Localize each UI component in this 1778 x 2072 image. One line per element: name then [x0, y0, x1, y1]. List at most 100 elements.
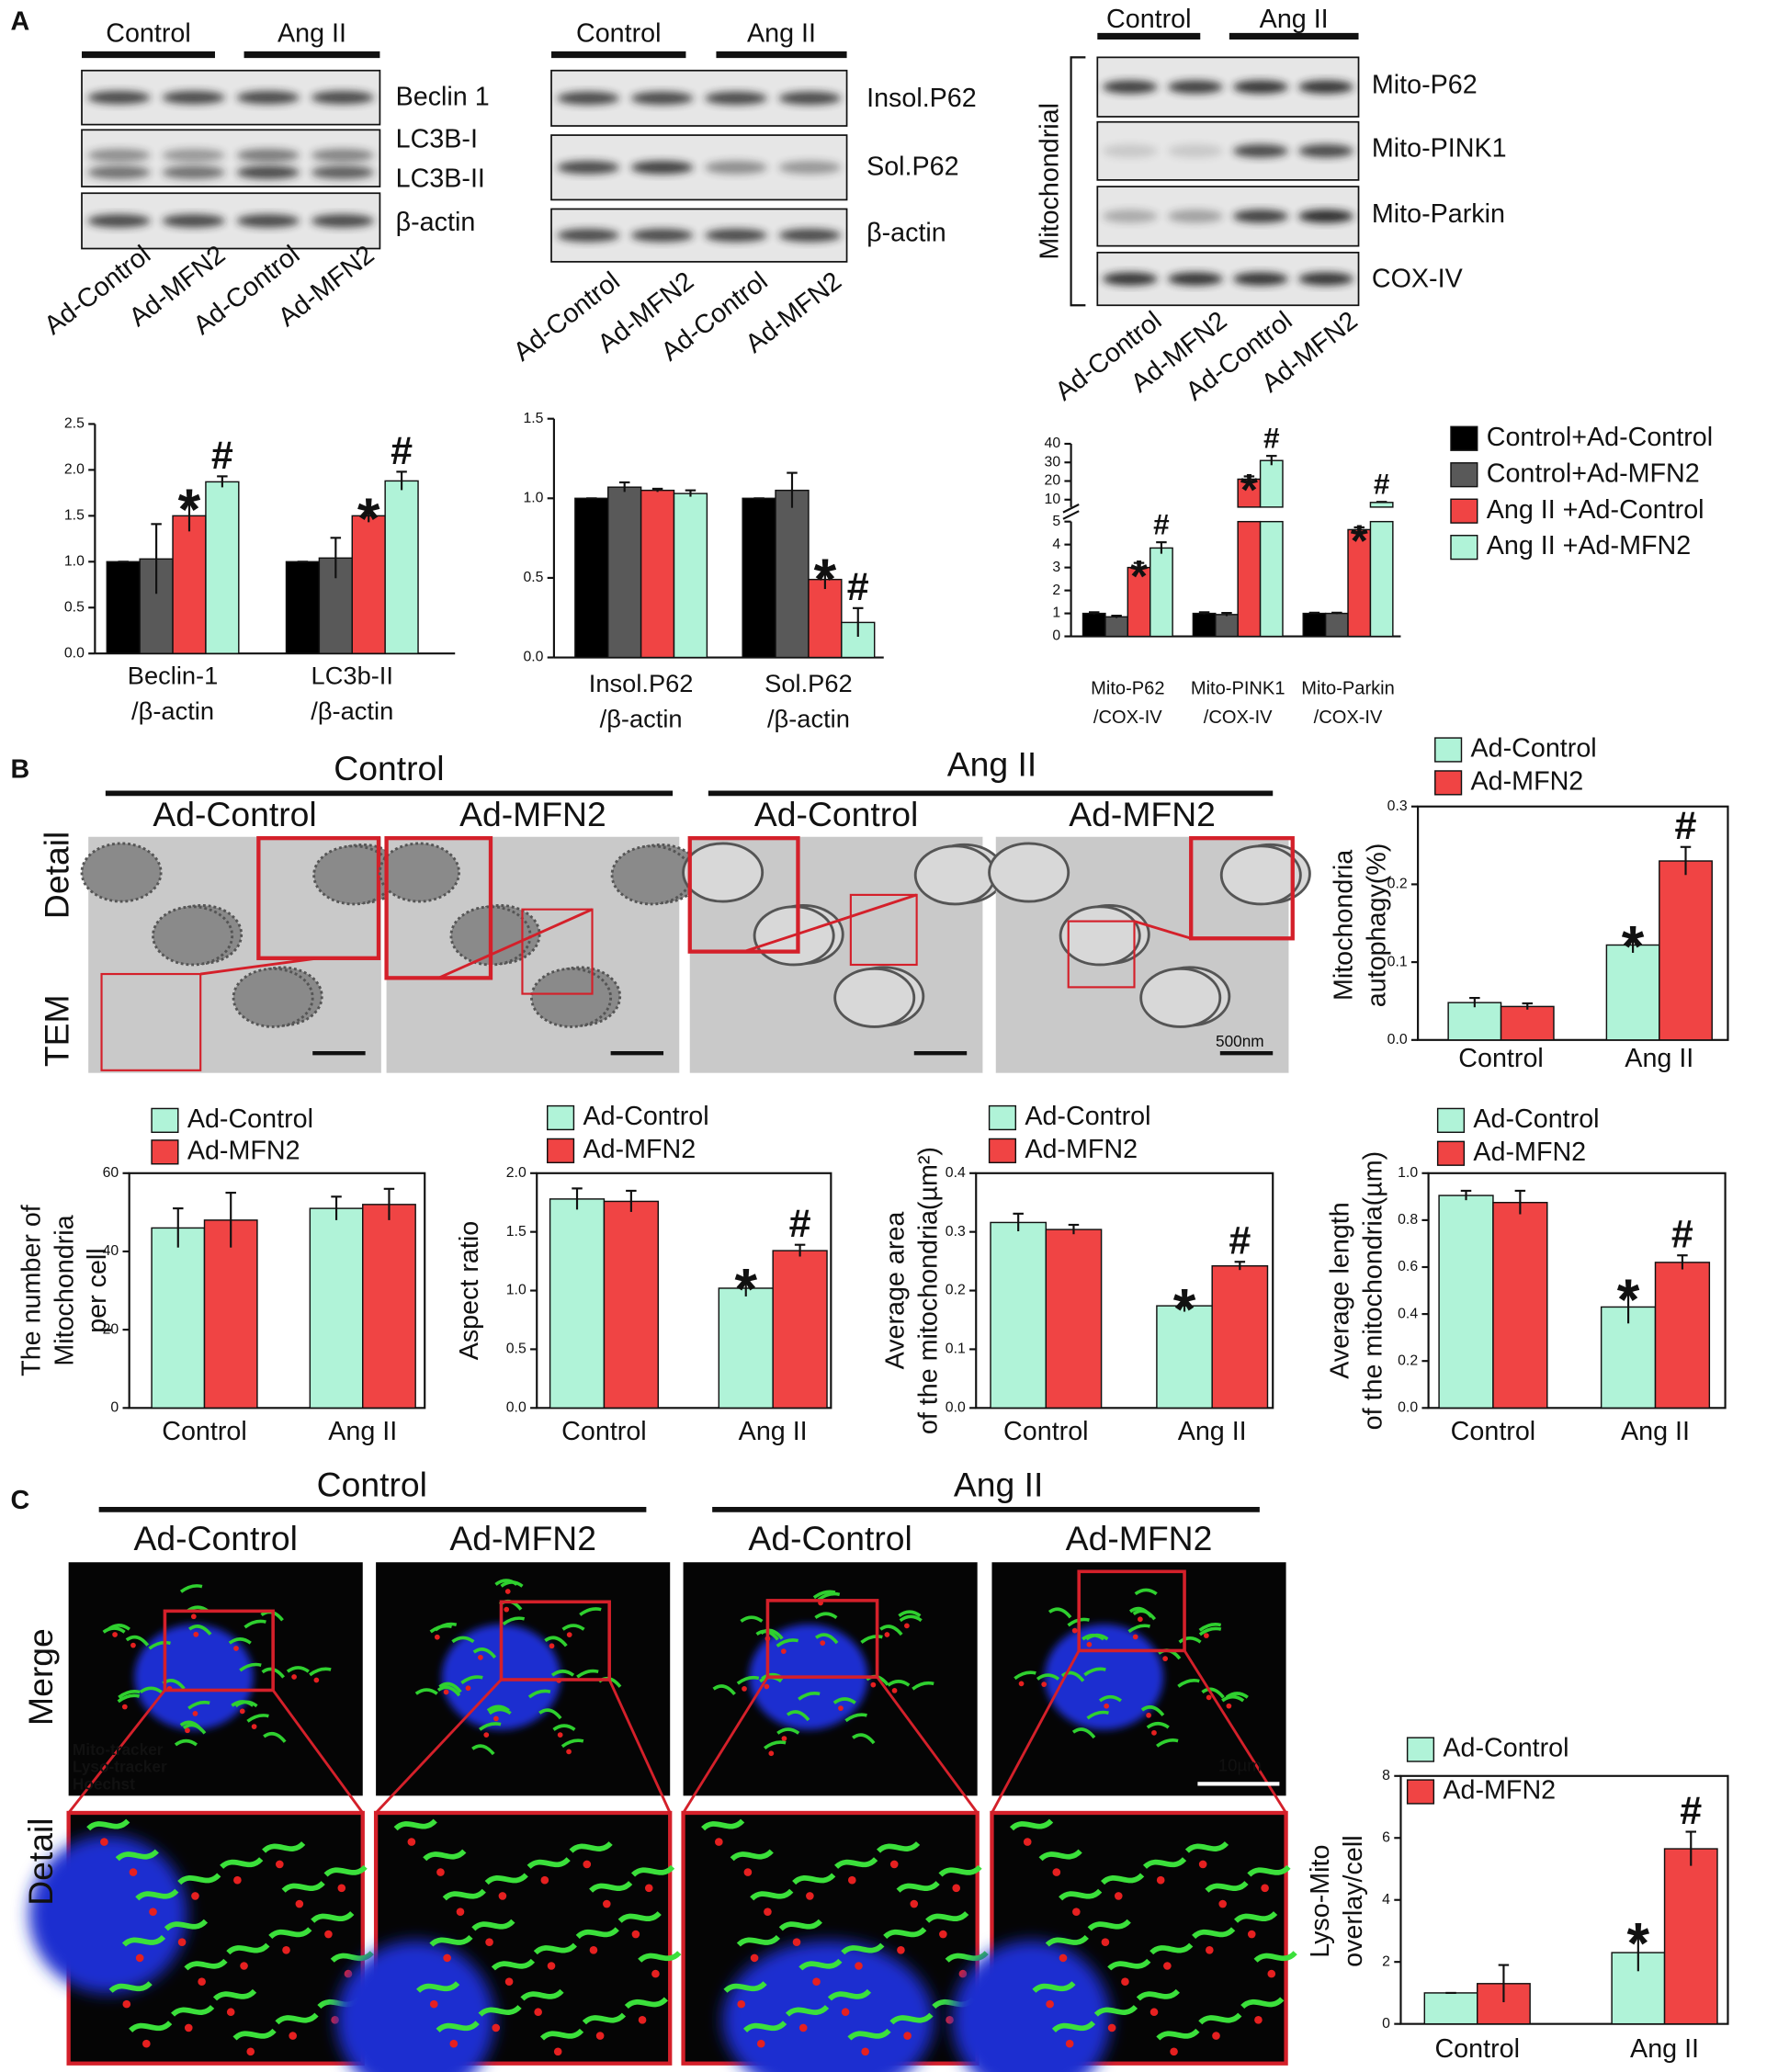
lyso-signal	[838, 1705, 844, 1711]
mito-signal	[876, 1840, 921, 1853]
mito-signal	[1083, 1667, 1106, 1677]
mito-signal	[561, 1624, 585, 1631]
x-tick-label: Ang II	[739, 1417, 808, 1446]
x-tick-label: /β-actin	[311, 696, 393, 725]
lyso-signal	[192, 1711, 198, 1716]
y-tick-label: 0.0	[523, 650, 543, 665]
legend-swatch	[988, 1104, 1017, 1131]
bar	[1211, 1264, 1269, 1410]
zoom-line	[991, 1649, 1081, 1814]
mito-signal	[471, 1744, 495, 1756]
lyso-signal	[889, 1860, 899, 1869]
lyso-signal	[1151, 1729, 1157, 1736]
mito-signal	[1085, 1633, 1109, 1641]
bar	[603, 1200, 660, 1410]
zoom-line	[743, 893, 918, 953]
x-tick-label: Sol.P62	[764, 669, 852, 697]
band	[1102, 144, 1158, 158]
mito-signal	[125, 1635, 150, 1647]
bar	[362, 1204, 416, 1410]
lyso-signal	[540, 1875, 549, 1885]
condition-label: Ad-MFN2	[1069, 795, 1216, 833]
bar	[1149, 547, 1173, 638]
x-tick-label: /β-actin	[767, 705, 850, 733]
lyso-signal	[1267, 1969, 1276, 1978]
mito-signal	[486, 1704, 510, 1713]
mito-signal	[589, 1880, 633, 1893]
lyso-signal	[1254, 2016, 1263, 2024]
y-tick-label: 0.4	[1398, 1306, 1418, 1321]
lyso-signal	[100, 1838, 108, 1846]
band	[162, 90, 225, 105]
mito-signal	[1146, 1721, 1170, 1729]
mito-signal	[1071, 1727, 1096, 1739]
lyso-signal	[958, 1969, 968, 1978]
roi-box	[521, 908, 594, 995]
group-label: Control	[334, 749, 444, 787]
y-tick-label: 0.3	[946, 1224, 966, 1240]
mito-signal	[1060, 1670, 1085, 1682]
mito-signal	[736, 1934, 781, 1947]
lyso-signal	[291, 1674, 297, 1680]
mito-signal	[1192, 1927, 1236, 1940]
legend-swatch	[546, 1138, 575, 1164]
band	[1233, 272, 1288, 286]
legend-label: Ad-Control	[1443, 1734, 1568, 1763]
band	[557, 91, 620, 106]
lyso-signal	[233, 1875, 242, 1885]
mito-signal	[479, 1722, 502, 1731]
x-tick-label: Ang II	[328, 1417, 397, 1446]
mito-signal	[544, 1636, 568, 1647]
mito-signal	[1051, 2021, 1096, 2033]
mito-signal	[764, 1740, 787, 1749]
lyso-signal	[485, 1938, 493, 1946]
mito-signal	[945, 1950, 989, 1964]
lyso-signal	[112, 1632, 118, 1637]
row-label: Insol.P62	[866, 84, 977, 113]
lyso-signal	[792, 1938, 801, 1946]
lyso-signal	[121, 1704, 128, 1710]
mito-signal	[1201, 1687, 1225, 1699]
lyso-signal	[631, 1930, 640, 1939]
mito-signal	[925, 1910, 969, 1923]
mito-signal	[414, 1688, 438, 1695]
legend-label: Ad-MFN2	[583, 1135, 696, 1164]
stain-legend: Hoechst	[73, 1774, 135, 1793]
mito-signal	[1178, 1636, 1202, 1644]
band	[87, 165, 151, 179]
bar	[1663, 1848, 1718, 2025]
row-label: β-actin	[866, 218, 946, 247]
lyso-signal	[1198, 1860, 1207, 1869]
band	[1167, 272, 1223, 286]
mito-signal	[1221, 1694, 1245, 1703]
bar	[203, 1219, 258, 1410]
significance-mark: #	[1680, 1789, 1702, 1833]
detail-box	[1189, 836, 1295, 941]
x-tick-label: Ang II	[1178, 1417, 1247, 1446]
lyso-signal	[1218, 1899, 1227, 1908]
band	[1102, 209, 1158, 223]
lyso-signal	[1086, 1641, 1093, 1647]
mito-signal	[743, 2021, 787, 2033]
detail-box	[1077, 1569, 1186, 1653]
organelle	[530, 967, 613, 1028]
y-tick-label: 1.5	[523, 411, 543, 426]
bar	[742, 497, 776, 659]
band	[311, 165, 375, 179]
legend-label: Ad-MFN2	[1443, 1776, 1556, 1806]
band	[1102, 272, 1158, 286]
band	[630, 91, 694, 106]
mito-signal	[442, 1888, 486, 1901]
x-tick-label: Ang II	[1625, 1044, 1693, 1073]
mito-signal	[429, 1934, 473, 1947]
bar-upper	[1237, 478, 1262, 508]
mito-signal	[263, 1731, 287, 1743]
lyso-signal	[1146, 1712, 1151, 1718]
y-tick-label: 5	[1052, 514, 1060, 529]
y-tick-label: 20	[1045, 473, 1061, 489]
mito-signal	[309, 1667, 332, 1677]
lyso-signal	[142, 2039, 151, 2048]
legend-swatch	[1450, 498, 1478, 524]
x-tick-label: Insol.P62	[589, 669, 694, 697]
mito-signal	[423, 1849, 467, 1862]
